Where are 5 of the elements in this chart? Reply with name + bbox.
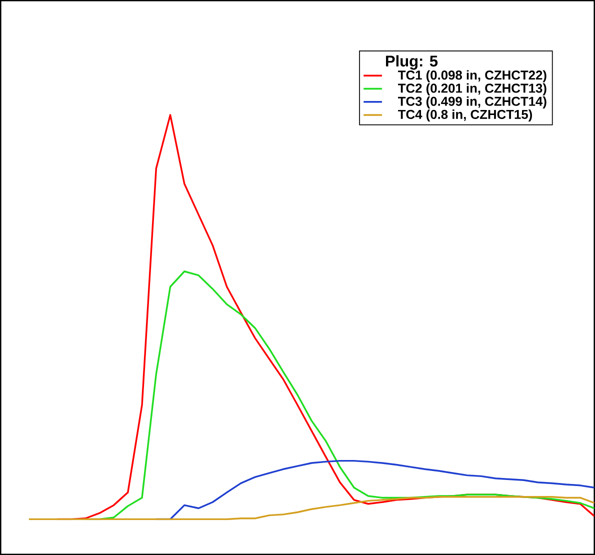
legend-label: TC2 (0.201 in, CZHCT13)	[398, 83, 546, 96]
legend-label: TC4 (0.8 in, CZHCT15)	[398, 109, 532, 122]
legend-label: TC1 (0.098 in, CZHCT22)	[398, 70, 546, 82]
legend-title: Plug: 5	[386, 55, 438, 70]
legend-label: TC3 (0.499 in, CZHCT14)	[398, 96, 546, 108]
